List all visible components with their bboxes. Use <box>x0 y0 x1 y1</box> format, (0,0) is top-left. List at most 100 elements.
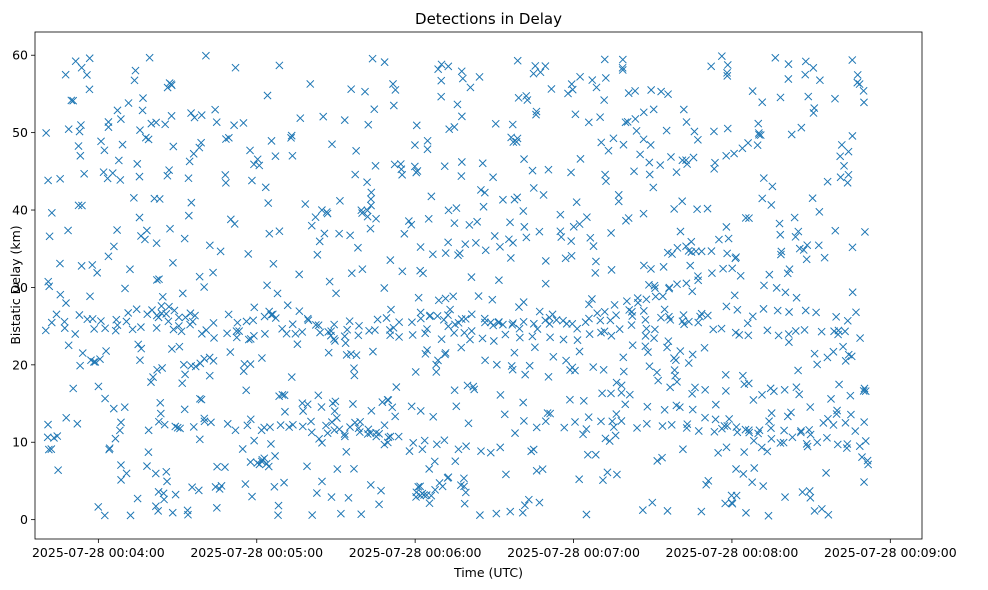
data-point <box>738 144 747 153</box>
data-point <box>194 486 203 495</box>
data-point <box>101 394 110 403</box>
data-point <box>556 227 565 236</box>
data-point <box>628 341 637 350</box>
data-point <box>221 171 230 179</box>
data-point <box>250 303 259 312</box>
data-point <box>464 419 473 428</box>
data-point <box>541 256 550 265</box>
data-point <box>837 140 846 149</box>
data-point <box>366 195 375 204</box>
data-point <box>783 412 792 421</box>
data-point <box>535 307 544 316</box>
data-point <box>77 201 86 210</box>
data-point <box>690 127 699 136</box>
data-point <box>645 362 654 371</box>
data-point <box>173 423 182 432</box>
data-point <box>324 348 333 357</box>
data-point <box>711 415 720 424</box>
data-point <box>602 177 610 186</box>
data-point <box>800 325 809 334</box>
data-point <box>350 371 359 380</box>
data-point <box>481 246 490 255</box>
data-point <box>767 424 775 433</box>
data-point <box>728 264 737 273</box>
data-point <box>501 330 510 339</box>
data-point <box>579 430 588 439</box>
data-point <box>644 348 652 357</box>
data-point <box>625 390 634 399</box>
data-point <box>771 53 780 62</box>
data-point <box>197 329 206 338</box>
data-point <box>315 237 324 246</box>
data-point <box>601 434 610 443</box>
data-point <box>154 417 163 426</box>
data-point <box>133 159 142 168</box>
data-point <box>425 464 434 473</box>
data-point <box>216 247 225 256</box>
data-point <box>732 491 741 500</box>
data-point <box>646 264 655 273</box>
data-point <box>301 200 310 208</box>
data-point <box>717 52 726 61</box>
data-point <box>856 334 865 343</box>
data-point <box>567 251 576 260</box>
data-point <box>335 229 344 238</box>
data-point <box>184 211 193 220</box>
data-point <box>689 153 698 162</box>
data-point <box>647 86 656 94</box>
data-point <box>265 229 274 238</box>
data-point <box>576 154 585 163</box>
data-point <box>351 170 360 179</box>
data-point <box>679 105 688 114</box>
data-point <box>263 281 272 290</box>
data-point <box>313 250 322 259</box>
data-point <box>158 364 167 372</box>
data-point <box>41 326 50 335</box>
data-point <box>604 146 613 155</box>
data-point <box>772 283 781 292</box>
scatter-points <box>41 51 873 520</box>
data-point <box>702 480 711 489</box>
y-tick-label: 10 <box>12 435 28 450</box>
data-point <box>631 114 640 123</box>
y-axis-ticks: 0 10 20 30 40 50 60 <box>12 48 35 527</box>
data-point <box>364 120 373 129</box>
data-point <box>621 118 630 127</box>
data-point <box>416 243 425 252</box>
data-point <box>213 462 222 471</box>
data-point <box>86 292 94 301</box>
data-point <box>810 104 819 113</box>
data-point <box>593 309 602 318</box>
data-point <box>639 261 648 270</box>
data-point <box>831 226 840 235</box>
data-point <box>416 491 425 500</box>
data-point <box>584 118 593 127</box>
data-point <box>601 170 610 179</box>
data-point <box>184 174 193 183</box>
x-tick-label: 2025-07-28 00:08:00 <box>666 545 799 560</box>
data-point <box>781 493 790 502</box>
data-point <box>575 475 584 484</box>
data-point <box>350 464 358 473</box>
data-point <box>372 214 380 223</box>
data-point <box>201 51 210 60</box>
data-point <box>195 394 204 403</box>
data-point <box>608 417 617 426</box>
data-point <box>167 111 176 120</box>
data-point <box>496 443 505 452</box>
data-point <box>843 178 852 187</box>
data-point <box>508 120 517 129</box>
data-point <box>860 227 869 236</box>
data-point <box>434 65 443 74</box>
data-point <box>372 428 381 437</box>
data-point <box>433 312 442 320</box>
data-point <box>860 478 868 486</box>
data-point <box>195 435 204 444</box>
data-point <box>684 359 693 367</box>
data-point <box>797 426 805 435</box>
data-point <box>454 445 463 454</box>
data-point <box>263 91 272 100</box>
data-point <box>386 331 395 340</box>
data-point <box>298 328 307 336</box>
data-point <box>670 204 679 213</box>
